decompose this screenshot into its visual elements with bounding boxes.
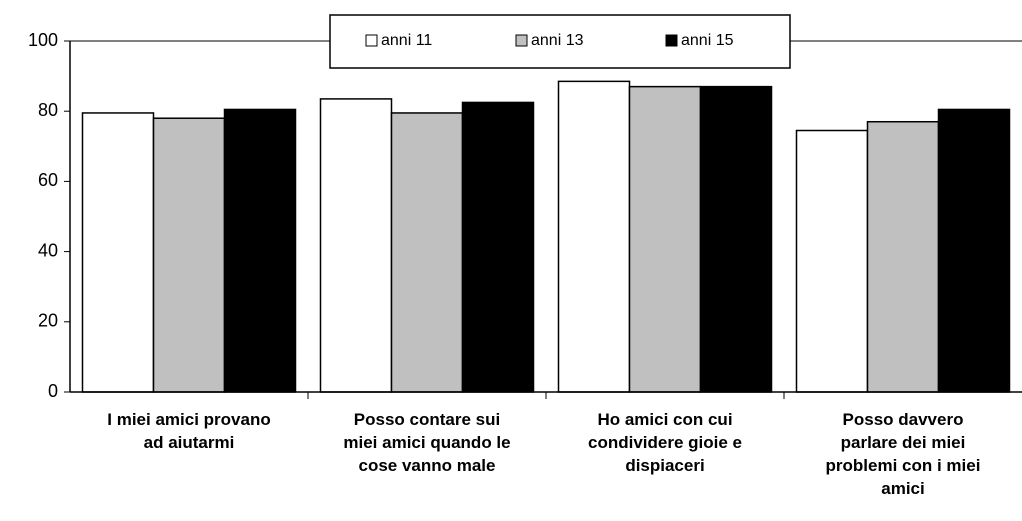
bar (81, 112, 155, 393)
y-tick-label: 60 (38, 170, 58, 190)
bar (937, 108, 1011, 393)
legend: anni 11 anni 13 anni 15 (329, 14, 791, 69)
y-tick-label: 40 (38, 240, 58, 260)
legend-label: anni 13 (531, 32, 584, 49)
y-tick-label: 100 (28, 30, 58, 50)
bar (795, 129, 869, 393)
bar (557, 80, 631, 393)
x-tick-label: I miei amici provano ad aiutarmi (107, 410, 271, 452)
bar (390, 112, 464, 393)
bar (866, 120, 940, 393)
x-tick-label: Posso contare sui miei amici quando le c… (343, 410, 511, 475)
legend-swatch (365, 34, 378, 47)
x-tick-label: Posso davvero parlare dei miei problemi … (825, 410, 981, 498)
legend-box (329, 14, 791, 69)
bar (461, 101, 535, 393)
bar (319, 98, 393, 393)
y-tick-label: 20 (38, 311, 58, 331)
bar (628, 85, 702, 393)
bar (152, 117, 226, 393)
legend-swatch (515, 34, 528, 47)
bar (699, 85, 773, 393)
y-tick-label: 0 (48, 381, 58, 401)
legend-swatch (665, 34, 678, 47)
bar (223, 108, 297, 393)
legend-label: anni 15 (681, 32, 734, 49)
y-tick-label: 80 (38, 100, 58, 120)
legend-label: anni 11 (381, 32, 432, 49)
x-tick-label: Ho amici con cui condividere gioie e dis… (588, 410, 742, 475)
